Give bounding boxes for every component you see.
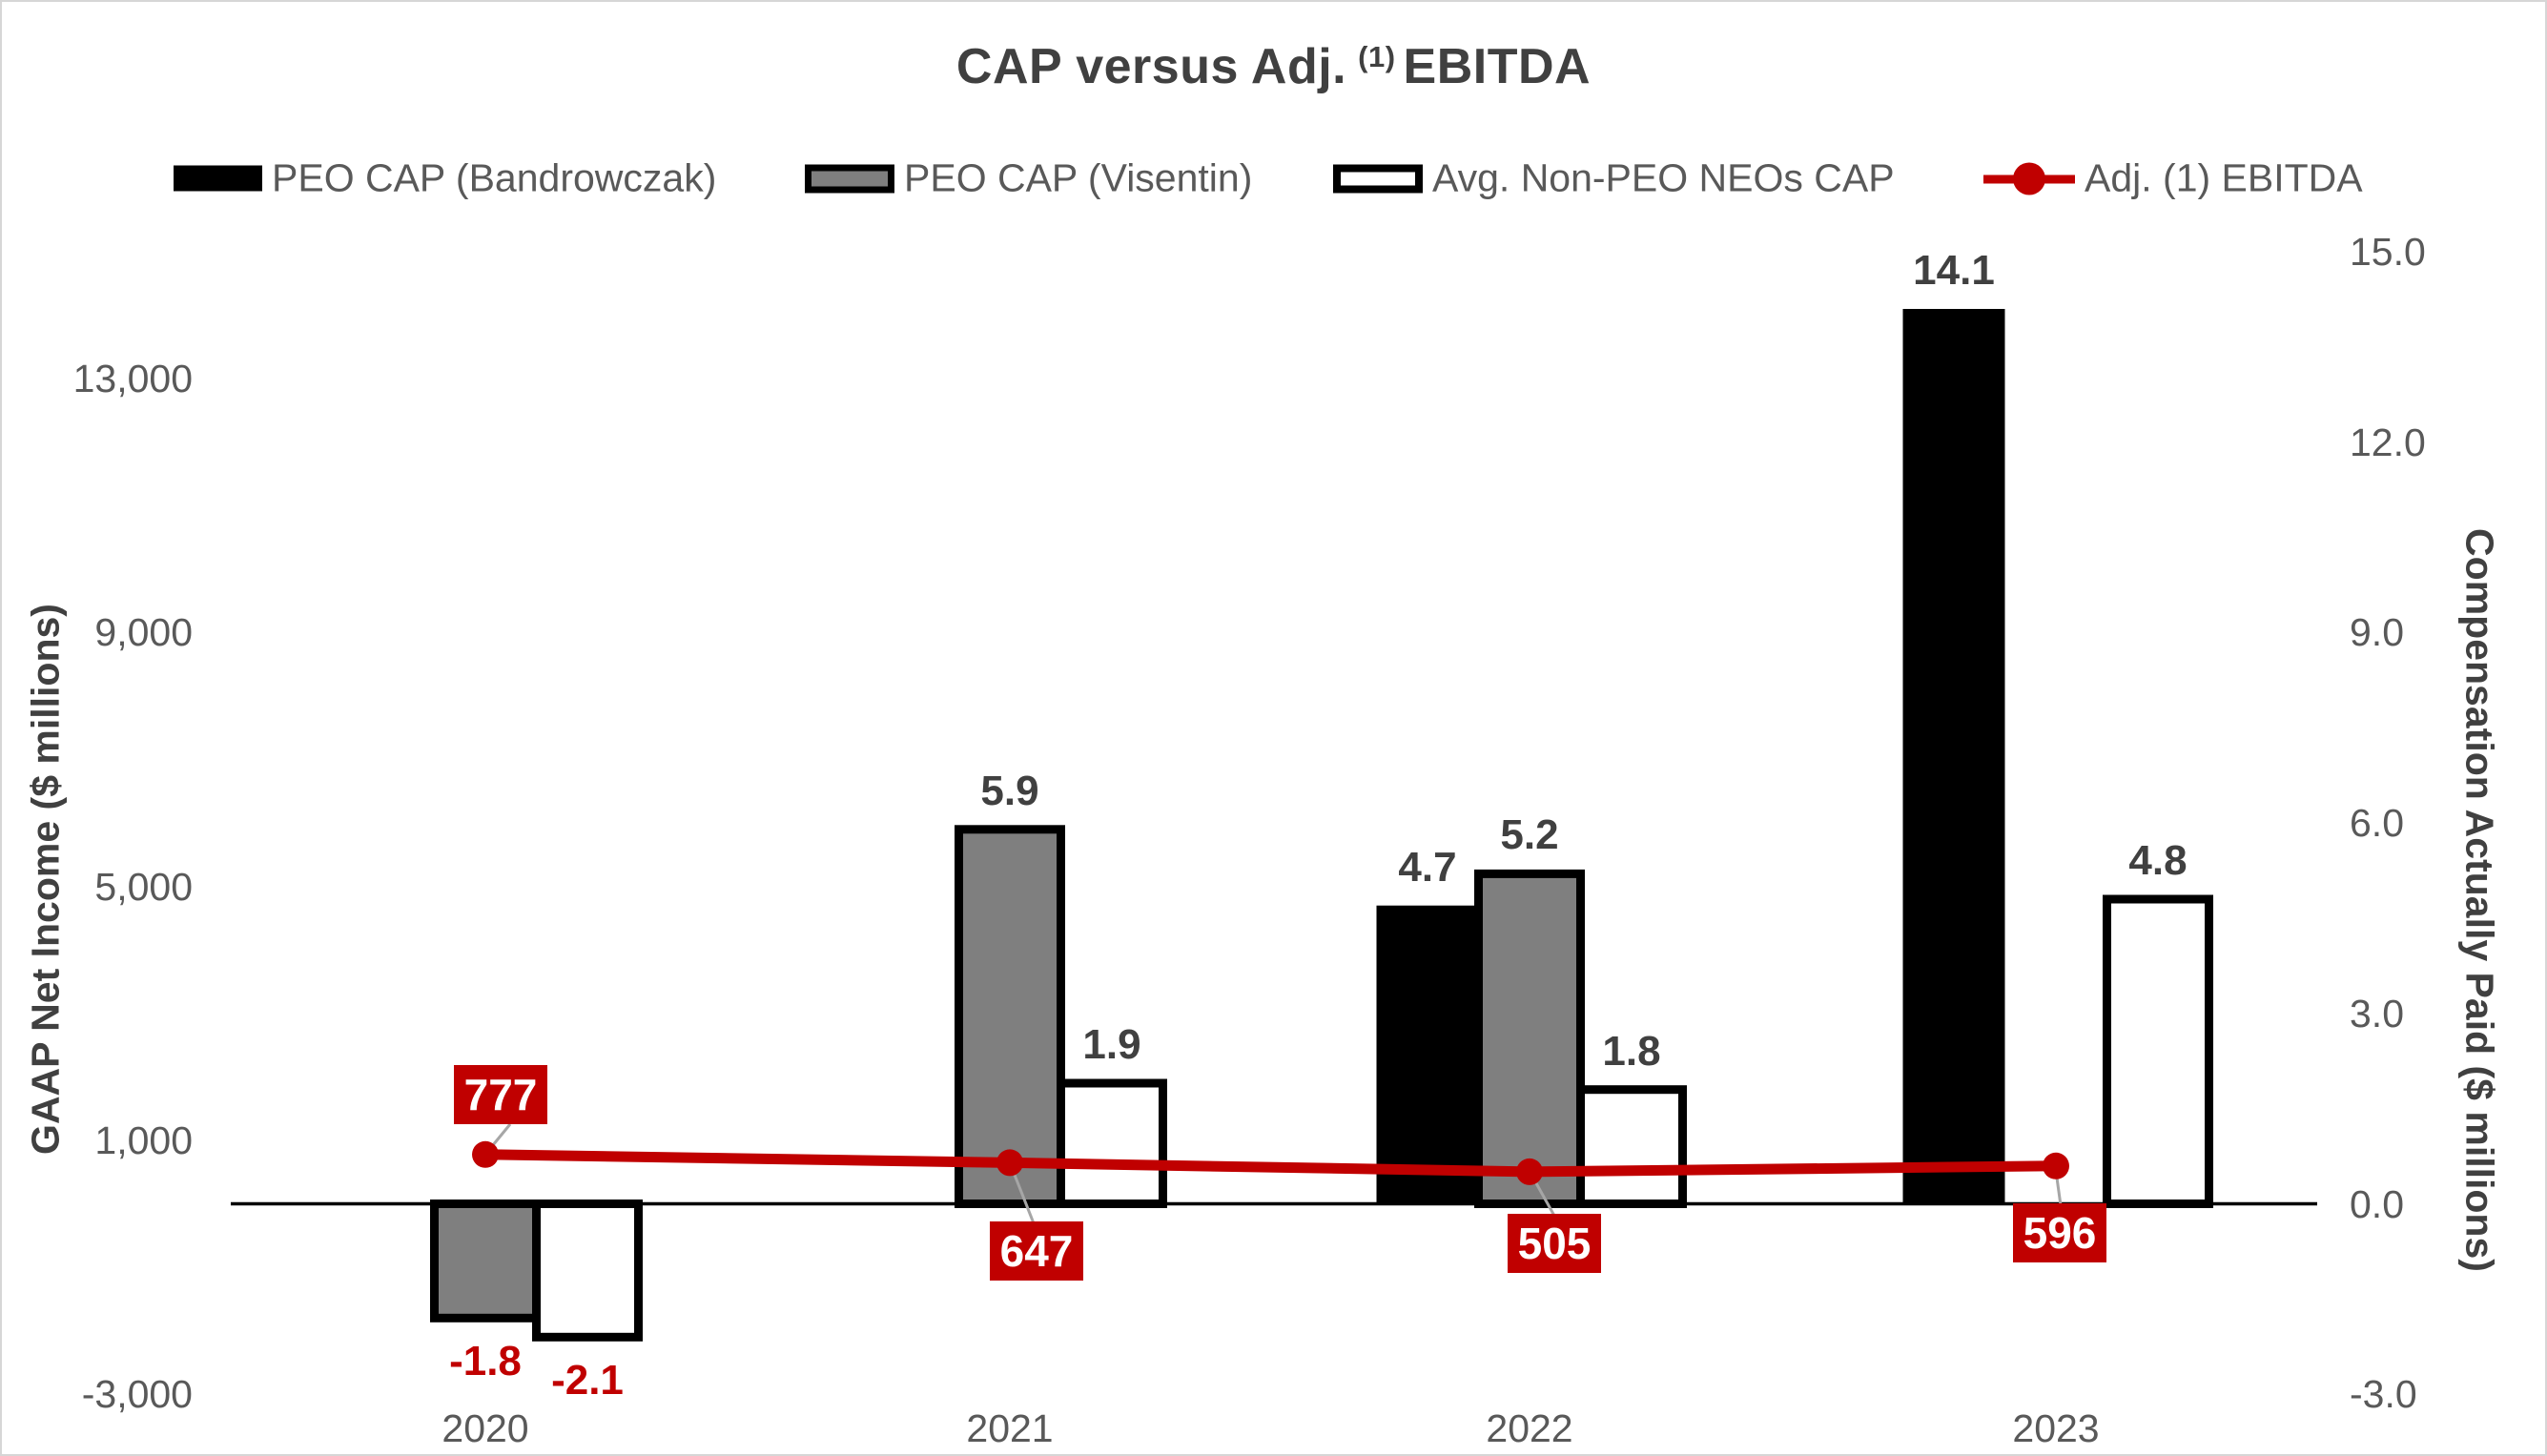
left-axis-tick-13-000: 13,000 xyxy=(72,357,193,401)
right-axis-tick-3-0: -3.0 xyxy=(2350,1372,2417,1417)
legend-label: PEO CAP (Visentin) xyxy=(904,155,1253,200)
bar-peo-cap-bandrowczak-2022 xyxy=(1376,905,1479,1204)
gray-bar-swatch-icon xyxy=(805,164,894,193)
bar-value-label-peo-cap-bandrowczak-2023: 14.1 xyxy=(1913,247,1995,294)
legend-label: PEO CAP (Bandrowczak) xyxy=(272,155,717,200)
category-label-2021: 2021 xyxy=(966,1406,1054,1450)
right-axis-tick-15-0: 15.0 xyxy=(2350,230,2426,275)
bar-avg-non-peo-neos-cap-2022 xyxy=(1576,1085,1687,1208)
ebitda-value-label-2023: 596 xyxy=(2013,1203,2106,1262)
bar-value-label-avg-non-peo-neos-cap-2020: -2.1 xyxy=(551,1357,624,1404)
right-axis-tick-9-0: 9.0 xyxy=(2350,610,2404,655)
black-bar-swatch-icon xyxy=(174,165,262,192)
bar-value-label-peo-cap-visentin-2021: 5.9 xyxy=(980,768,1039,814)
left-axis-tick-5-000: 5,000 xyxy=(94,864,193,909)
right-axis-title: Compensation Actually Paid ($ millions) xyxy=(2457,528,2502,1272)
bar-value-label-avg-non-peo-neos-cap-2023: 4.8 xyxy=(2128,837,2188,884)
category-label-2022: 2022 xyxy=(1486,1406,1573,1450)
chart-title-suffix: EBITDA xyxy=(1403,39,1592,94)
right-axis-tick-6-0: 6.0 xyxy=(2350,801,2404,846)
right-axis-tick-0-0: 0.0 xyxy=(2350,1181,2404,1226)
red-line-swatch-icon xyxy=(1983,162,2075,195)
bar-avg-non-peo-neos-cap-2023 xyxy=(2103,894,2213,1208)
right-axis-tick-3-0: 3.0 xyxy=(2350,991,2404,1036)
left-axis-tick-3-000: -3,000 xyxy=(81,1372,193,1417)
bar-avg-non-peo-neos-cap-2021 xyxy=(1057,1078,1167,1208)
bar-value-label-peo-cap-visentin-2020: -1.8 xyxy=(449,1338,522,1384)
bar-value-label-peo-cap-visentin-2022: 5.2 xyxy=(1500,811,1559,858)
legend-item-peo-cap-visentin: PEO CAP (Visentin) xyxy=(805,156,1252,201)
ebitda-line xyxy=(484,1149,2057,1178)
ebitda-value-label-2021: 647 xyxy=(990,1221,1083,1281)
chart-title-prefix: CAP versus Adj. xyxy=(955,39,1347,94)
right-axis-tick-12-0: 12.0 xyxy=(2350,420,2426,464)
bar-value-label-peo-cap-bandrowczak-2022: 4.7 xyxy=(1398,844,1457,891)
bar-value-label-avg-non-peo-neos-cap-2021: 1.9 xyxy=(1082,1021,1141,1068)
category-label-2020: 2020 xyxy=(442,1406,529,1450)
bar-avg-non-peo-neos-cap-2020 xyxy=(532,1200,643,1342)
chart-title: CAP versus Adj. (1) EBITDA xyxy=(2,38,2545,95)
bar-peo-cap-visentin-2022 xyxy=(1474,869,1585,1209)
category-label-2023: 2023 xyxy=(2012,1406,2100,1450)
bar-peo-cap-visentin-2021 xyxy=(955,825,1065,1208)
bar-peo-cap-visentin-2020 xyxy=(430,1200,541,1323)
white-bar-swatch-icon xyxy=(1333,164,1423,193)
left-axis-tick-1-000: 1,000 xyxy=(94,1118,193,1162)
legend-item-adj-ebitda: Adj. (1) EBITDA xyxy=(1983,156,2363,201)
ebitda-point-2022 xyxy=(1516,1158,1543,1185)
bar-peo-cap-bandrowczak-2023 xyxy=(1902,309,2005,1204)
left-axis-title: GAAP Net Income ($ millions) xyxy=(23,604,68,1155)
chart-title-superscript: (1) xyxy=(1358,40,1396,73)
ebitda-point-2020 xyxy=(472,1140,499,1168)
ebitda-point-2021 xyxy=(996,1149,1023,1177)
bar-value-label-avg-non-peo-neos-cap-2022: 1.8 xyxy=(1602,1028,1661,1075)
ebitda-value-label-2022: 505 xyxy=(1508,1214,1601,1273)
ebitda-point-2023 xyxy=(2043,1152,2069,1179)
left-axis-tick-9-000: 9,000 xyxy=(94,610,193,655)
legend-item-peo-cap-bandrowczak: PEO CAP (Bandrowczak) xyxy=(174,156,716,201)
legend-label: Avg. Non-PEO NEOs CAP xyxy=(1432,155,1895,200)
legend-label: Adj. (1) EBITDA xyxy=(2085,155,2363,200)
legend-item-avg-non-peo-neos-cap: Avg. Non-PEO NEOs CAP xyxy=(1333,156,1895,201)
ebitda-value-label-2020: 777 xyxy=(454,1065,547,1124)
